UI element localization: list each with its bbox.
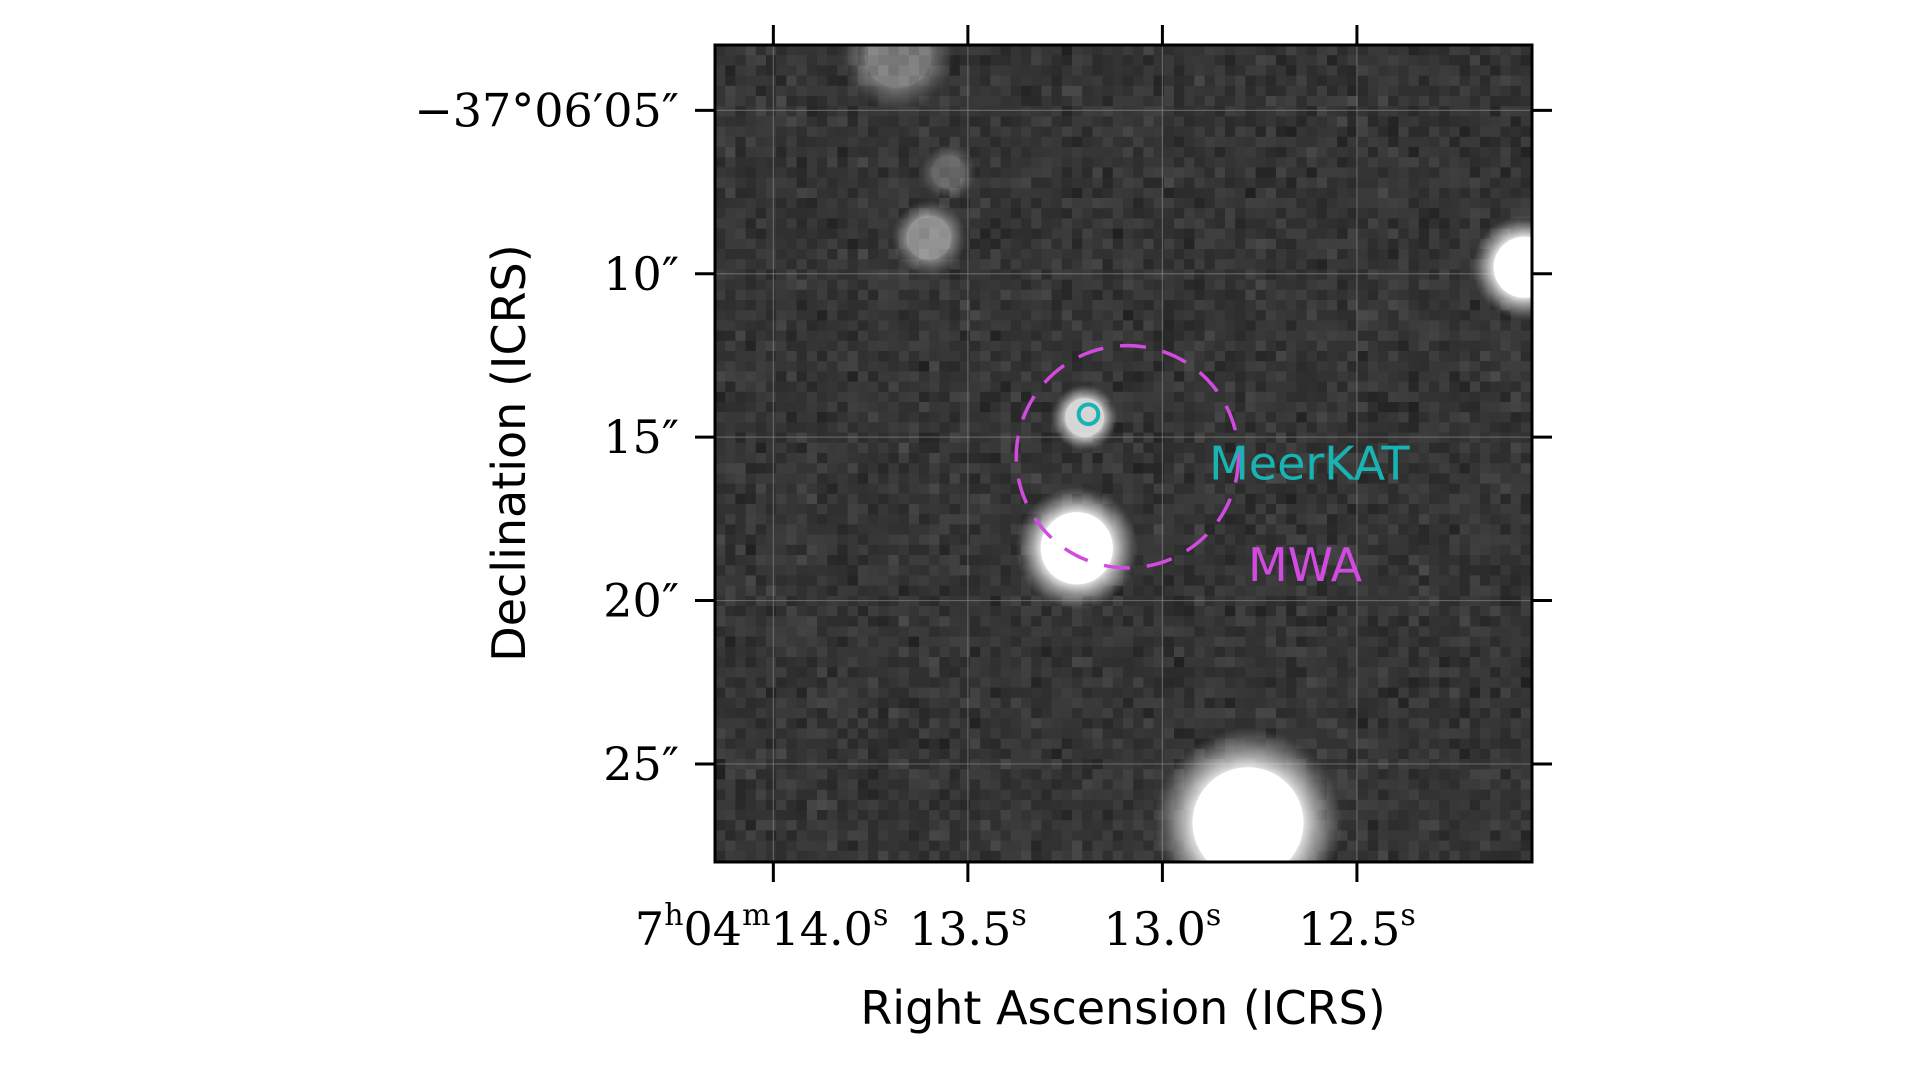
meerkat-marker-circle: [1076, 402, 1101, 427]
y-axis-title: Declination (ICRS): [482, 244, 536, 661]
axis-ticks: [695, 25, 1552, 882]
coordinate-grid: [715, 45, 1532, 862]
y-tick-label-1: 10″: [603, 247, 679, 301]
sky-source-1: [1051, 384, 1118, 451]
sky-source-0: [891, 199, 967, 276]
x-tick-label-2: 13.0s: [1103, 898, 1221, 956]
y-tick-label-4: 25″: [603, 737, 679, 791]
x-tick-label-3: 12.5s: [1298, 898, 1416, 956]
marker-layer: [1014, 343, 1241, 570]
x-tick-labels: 7h04m14.0s 13.5s 13.0s 12.5s: [635, 898, 1416, 956]
x-tick-label-1: 13.5s: [909, 898, 1027, 956]
y-tick-label-3: 20″: [603, 574, 679, 628]
marker-labels: MeerKAT MWA: [1209, 437, 1410, 592]
x-tick-label-0: 7h04m14.0s: [635, 898, 888, 956]
plot-frame: [713, 43, 1534, 864]
sky-source-6: [919, 144, 977, 201]
mwa-marker-circle: [1014, 343, 1241, 570]
y-tick-label-2: 15″: [603, 410, 679, 464]
meerkat-label: MeerKAT: [1209, 437, 1410, 491]
y-tick-label-0: −37°06′05″: [414, 83, 679, 137]
y-tick-labels: −37°06′05″ 10″ 15″ 20″ 25″: [414, 83, 679, 791]
sky-source-2: [1015, 486, 1139, 610]
mwa-label: MWA: [1248, 538, 1363, 592]
sky-source-3: [1153, 728, 1343, 862]
x-axis-title: Right Ascension (ICRS): [860, 981, 1385, 1035]
source-layer: [841, 45, 1532, 862]
sky-noise: [715, 45, 1532, 862]
sky-image: [715, 45, 1532, 862]
sky-source-5: [841, 45, 955, 112]
sky-source-4: [1472, 215, 1532, 320]
